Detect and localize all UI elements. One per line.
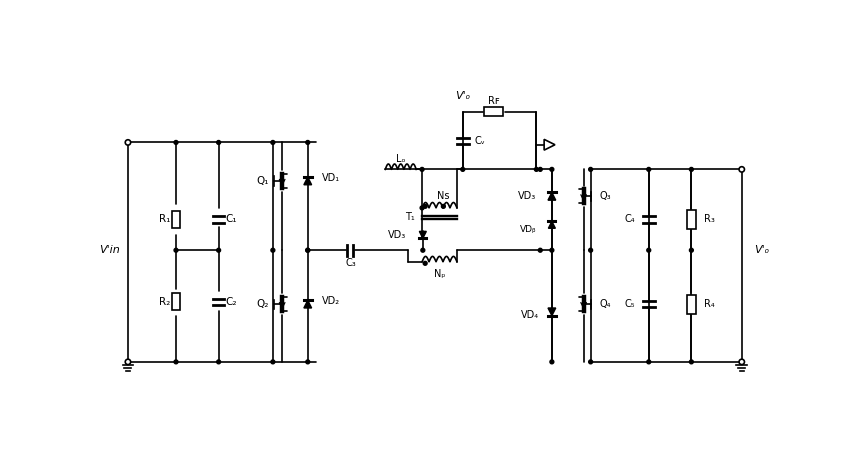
Text: C₂: C₂ <box>225 297 237 307</box>
Circle shape <box>421 248 425 252</box>
Bar <box>172 293 180 310</box>
Text: Rꜰ: Rꜰ <box>488 96 500 106</box>
Text: Q₁: Q₁ <box>257 176 269 186</box>
Text: VD₂: VD₂ <box>321 296 340 306</box>
Text: V'ₒ: V'ₒ <box>455 91 470 101</box>
Bar <box>687 295 695 314</box>
Text: C₁: C₁ <box>225 215 237 224</box>
Circle shape <box>589 167 592 172</box>
Circle shape <box>217 141 220 145</box>
Polygon shape <box>548 193 556 200</box>
Circle shape <box>420 167 424 172</box>
Circle shape <box>423 204 427 208</box>
Circle shape <box>535 167 538 172</box>
Circle shape <box>689 167 694 172</box>
Text: VD₁: VD₁ <box>321 173 340 183</box>
Circle shape <box>271 141 275 145</box>
Text: Cᵥ: Cᵥ <box>474 136 485 146</box>
Text: R₂: R₂ <box>159 297 170 307</box>
Circle shape <box>174 141 178 145</box>
Circle shape <box>589 248 592 252</box>
Text: VDᵦ: VDᵦ <box>519 225 536 234</box>
Circle shape <box>550 248 554 252</box>
Circle shape <box>174 248 178 252</box>
Bar <box>172 211 180 228</box>
Text: VD₃: VD₃ <box>518 191 536 201</box>
Text: VD₄: VD₄ <box>521 310 540 320</box>
Polygon shape <box>548 308 556 316</box>
Circle shape <box>647 167 651 172</box>
Polygon shape <box>544 139 555 150</box>
Text: C₄: C₄ <box>624 215 635 224</box>
Text: V'in: V'in <box>99 245 120 255</box>
Circle shape <box>647 248 651 252</box>
Circle shape <box>589 360 592 364</box>
Circle shape <box>306 360 309 364</box>
Polygon shape <box>304 177 312 185</box>
Circle shape <box>441 204 445 208</box>
Text: R₁: R₁ <box>159 215 170 224</box>
Text: V'ₒ: V'ₒ <box>754 245 769 255</box>
Bar <box>484 107 503 116</box>
Circle shape <box>739 359 745 365</box>
Circle shape <box>538 167 542 172</box>
Polygon shape <box>419 231 427 238</box>
Circle shape <box>271 360 275 364</box>
Circle shape <box>174 360 178 364</box>
Circle shape <box>647 360 651 364</box>
Circle shape <box>689 360 694 364</box>
Circle shape <box>423 261 427 265</box>
Text: Q₄: Q₄ <box>600 299 611 309</box>
Circle shape <box>271 248 275 252</box>
Circle shape <box>689 248 694 252</box>
Text: VD₃: VD₃ <box>388 230 405 240</box>
Text: Q₂: Q₂ <box>257 299 269 309</box>
Text: C₅: C₅ <box>624 299 635 309</box>
Circle shape <box>217 248 220 252</box>
Text: R₃: R₃ <box>704 215 715 224</box>
Circle shape <box>125 359 131 365</box>
Text: C₃: C₃ <box>345 258 356 268</box>
Circle shape <box>461 167 465 172</box>
Polygon shape <box>304 300 312 308</box>
Text: Nₚ: Nₚ <box>434 269 445 279</box>
Circle shape <box>420 206 424 210</box>
Polygon shape <box>548 221 555 228</box>
Circle shape <box>550 167 554 172</box>
Circle shape <box>538 248 542 252</box>
Text: Q₃: Q₃ <box>600 191 611 201</box>
Circle shape <box>125 140 131 145</box>
Text: T₁: T₁ <box>405 212 414 222</box>
Circle shape <box>306 248 309 252</box>
Circle shape <box>217 360 220 364</box>
Text: Lₒ: Lₒ <box>396 154 405 163</box>
Text: Ns: Ns <box>437 190 450 201</box>
Bar <box>687 210 695 229</box>
Circle shape <box>550 360 554 364</box>
Text: R₄: R₄ <box>704 299 715 309</box>
Circle shape <box>739 167 745 172</box>
Circle shape <box>306 248 309 252</box>
Circle shape <box>306 141 309 145</box>
